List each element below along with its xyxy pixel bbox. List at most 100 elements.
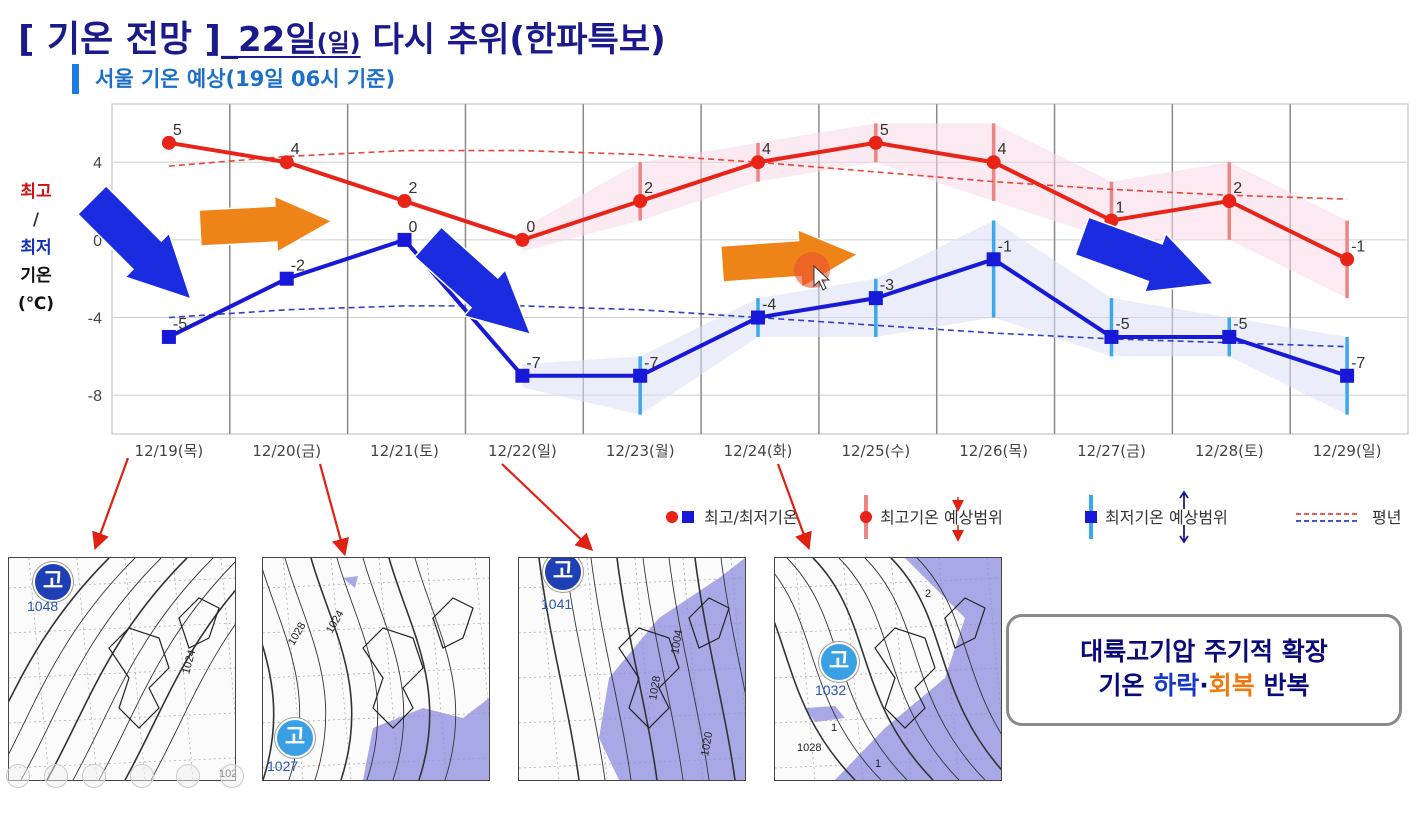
- trend-arrow-down: [76, 184, 193, 301]
- high-temp-label: 4: [291, 141, 300, 158]
- isobar: [590, 558, 632, 780]
- ylabel-low: 최저: [20, 238, 52, 258]
- ylabel-high: 최고: [20, 182, 52, 202]
- isobar: [642, 558, 684, 780]
- nav-slides-button[interactable]: [130, 764, 154, 788]
- weather-map-1: 고 1048 1024 102: [8, 557, 236, 781]
- high-pressure-icon: 고: [33, 562, 73, 602]
- lon-line: [124, 558, 146, 780]
- y-tick-label: -8: [88, 388, 102, 405]
- series: 5 4 2 0 2 4 5 4 1 2 -1 -5 -2 0 -7 -7 -4 -3 -1 -5 -5 -7: [161, 122, 1365, 383]
- y-axis-label: 최고 / 최저 기온 (℃): [14, 178, 58, 318]
- low-range-band: [522, 220, 1348, 415]
- isobar: [414, 558, 457, 780]
- isobar-label: 2: [925, 588, 932, 600]
- high-temp-label: 5: [880, 122, 889, 139]
- legend-low-marker: [682, 511, 694, 523]
- low-temp-label: -7: [526, 355, 540, 372]
- legend-label-high-range: 최고기온 예상범위: [880, 508, 1003, 527]
- isobar: [720, 558, 745, 694]
- high-temp-label: 4: [762, 141, 771, 158]
- summary-line-1: 대륙고기압 주기적 확장: [1080, 637, 1328, 666]
- lon-line: [172, 558, 194, 780]
- x-tick-label: 12/21(토): [370, 442, 439, 460]
- high-temp-label: 2: [1233, 180, 1242, 197]
- map-pointer-arrow: [318, 463, 350, 557]
- summary-up: 회복: [1208, 671, 1255, 700]
- nav-pen-button[interactable]: [82, 764, 106, 788]
- high-temp-label: 5: [173, 122, 182, 139]
- chart-subtitle: 서울 기온 예상(19일 06시 기준): [72, 64, 395, 94]
- normal-high-line: [168, 149, 1348, 200]
- isobar: [72, 558, 214, 780]
- trend-arrow-down-shape: [76, 184, 193, 301]
- temperature-chart: 40-4-812/19(목) 12/20(금) 12/21(토) 12/22(일) 12…: [76, 103, 1409, 557]
- low-temp-label: -5: [173, 316, 187, 333]
- lat-line: [9, 667, 235, 679]
- isobar: [838, 558, 960, 780]
- isobar: [98, 561, 235, 780]
- low-temp-label: 0: [409, 219, 418, 236]
- lon-line: [220, 558, 235, 718]
- title-main: [ 기온 전망 ]: [18, 19, 221, 60]
- isobar: [284, 558, 327, 780]
- lon-line: [330, 558, 352, 780]
- cursor-icon: [813, 264, 831, 291]
- x-tick-label: 12/20(금): [252, 442, 321, 460]
- lat-line: [263, 577, 489, 589]
- low-temp-label: -4: [762, 297, 776, 314]
- nav-prev-button[interactable]: [6, 764, 30, 788]
- cursor-highlight: [794, 252, 830, 288]
- isobar: [694, 558, 736, 780]
- precipitation-area: [363, 698, 489, 780]
- isobar: [864, 558, 986, 780]
- isobar: [310, 558, 353, 780]
- x-tick-label: 12/27(금): [1077, 442, 1146, 460]
- map-pointer-arrow: [501, 463, 594, 552]
- trend-arrow-up: [198, 194, 334, 254]
- coastline: [688, 597, 730, 649]
- high-temp-label: 4: [998, 141, 1007, 158]
- pressure-value: 1032: [815, 682, 847, 698]
- map-pointer-arrow: [92, 457, 130, 551]
- y-tick-label: 4: [93, 155, 102, 172]
- isobar: [616, 558, 658, 780]
- high-pressure-icon: 고: [543, 558, 583, 592]
- y-tick-label: 0: [93, 233, 102, 250]
- low-temp-label: -7: [1351, 355, 1365, 372]
- nav-zoom-button[interactable]: [176, 764, 200, 788]
- trend-arrow-down-shape: [413, 226, 532, 336]
- map-pointers: [92, 457, 812, 557]
- weather-map-3: 고 1041 1028 1020 1004: [518, 557, 746, 781]
- weather-map-2: 1028 1024 고 1027: [262, 557, 490, 781]
- lat-line: [9, 622, 235, 634]
- map-pointer-arrow: [776, 463, 812, 551]
- slide-nav-controls[interactable]: [0, 764, 250, 794]
- page-title: [ 기온 전망 ]_22일(일) 다시 추위(한파특보): [18, 10, 666, 62]
- coastline: [944, 597, 986, 649]
- normal-lines: [168, 149, 1348, 348]
- precipitation-area: [343, 576, 358, 588]
- x-tick-label: 12/24(화): [724, 442, 793, 460]
- low-temp-point: [633, 368, 648, 383]
- low-temp-label: -3: [880, 277, 894, 294]
- nav-more-button[interactable]: [220, 764, 244, 788]
- precipitation-area: [599, 558, 745, 780]
- high-temp-label: 2: [644, 180, 653, 197]
- low-temp-point: [161, 329, 176, 344]
- low-temp-point: [1104, 329, 1119, 344]
- isobar: [336, 558, 379, 780]
- high-temp-point: [1222, 194, 1237, 209]
- summary-pre: 기온: [1098, 671, 1154, 700]
- high-temp-point: [279, 155, 294, 170]
- isobar: [150, 624, 235, 780]
- low-temp-point: [986, 252, 1001, 267]
- low-temp-point: [1340, 368, 1355, 383]
- high-temp-point: [986, 155, 1001, 170]
- weather-map-4: 고 1032 1028 1 2 1: [774, 557, 1002, 781]
- low-temp-point: [279, 271, 294, 286]
- isobar: [362, 558, 405, 780]
- nav-next-button[interactable]: [44, 764, 68, 788]
- x-tick-label: 12/26(목): [959, 442, 1028, 460]
- ylabel-unit: (℃): [17, 294, 55, 314]
